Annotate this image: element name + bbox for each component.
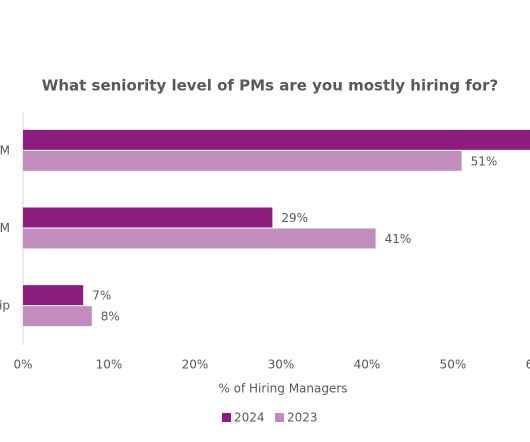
x-tick-label: 20%	[182, 358, 209, 372]
chart-title: What seniority level of PMs are you most…	[42, 77, 498, 95]
legend-label: 2023	[287, 411, 318, 425]
data-label: 8%	[101, 310, 120, 324]
x-tick-label: 10%	[96, 358, 123, 372]
x-tick-label: 40%	[354, 358, 381, 372]
y-tick-label: ip	[0, 299, 10, 313]
bar	[23, 285, 84, 306]
y-tick-label: M	[0, 143, 10, 157]
y-tick-label: M	[0, 221, 10, 235]
x-tick-label: 30%	[268, 358, 295, 372]
x-axis-title: % of Hiring Managers	[218, 382, 347, 396]
legend-label: 2024	[234, 411, 265, 425]
legend-swatch	[275, 413, 284, 422]
data-label: 29%	[281, 211, 308, 225]
bar	[23, 207, 273, 228]
data-label: 41%	[385, 232, 412, 246]
data-label: 7%	[92, 289, 111, 303]
x-tick-label: 60%	[526, 358, 530, 372]
x-tick-label: 0%	[13, 358, 32, 372]
bar	[23, 228, 376, 249]
bar	[23, 129, 530, 150]
bar	[23, 150, 462, 171]
bar	[23, 306, 92, 327]
data-label: 51%	[471, 154, 498, 168]
x-tick-label: 50%	[440, 358, 467, 372]
legend-swatch	[222, 413, 231, 422]
